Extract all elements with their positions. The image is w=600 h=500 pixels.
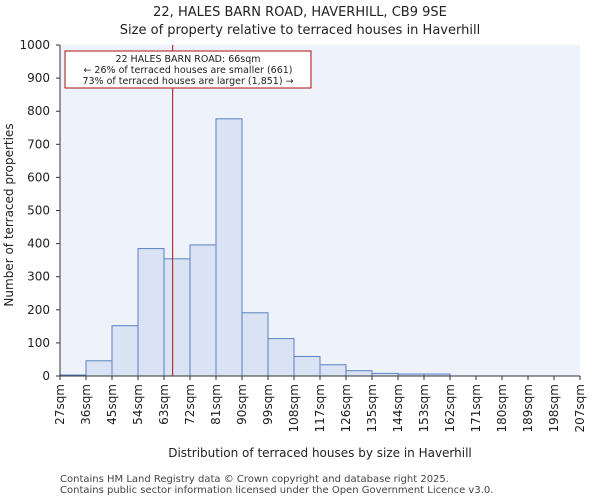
x-tick-label: 126sqm [339,384,353,432]
x-tick-label: 63sqm [157,384,171,425]
y-tick-label: 800 [27,104,50,118]
bar-81sqm [215,118,243,377]
y-tick-label: 400 [27,237,50,251]
y-tick-label: 1000 [19,38,50,52]
annotation-line-2: ← 26% of terraced houses are smaller (66… [83,65,292,76]
x-tick-label: 144sqm [391,384,405,432]
bar-63sqm [163,258,191,377]
bar-45sqm [111,325,139,377]
marker-group: 22 HALES BARN ROAD: 66sqm← 26% of terrac… [64,45,312,376]
bar-126sqm [345,370,373,377]
x-tick-label: 81sqm [209,384,223,425]
ticks-group: 0 100 200 300 400 500 600 700 800 900 1000 27sqm 36s… [19,38,587,432]
x-tick-label: 99sqm [261,384,275,425]
y-tick-label: 0 [42,369,50,383]
x-tick-label: 108sqm [287,384,301,432]
bar-90sqm [241,312,269,377]
y-axis-label: Number of terraced properties [2,123,16,306]
chart-title: 22, HALES BARN ROAD, HAVERHILL, CB9 9SE [153,5,447,20]
y-tick-label: 600 [27,170,50,184]
x-axis-label: Distribution of terraced houses by size … [168,446,472,460]
x-tick-label: 153sqm [417,384,431,432]
annotation-line-1: 22 HALES BARN ROAD: 66sqm [115,54,260,65]
bar-117sqm [319,364,347,377]
y-tick-label: 300 [27,270,50,284]
x-tick-label: 135sqm [365,384,379,432]
x-tick-label: 180sqm [495,384,509,432]
x-tick-label: 171sqm [469,384,483,432]
y-tick-label: 700 [27,137,50,151]
y-tick-label: 500 [27,204,50,218]
footer-licence: Contains public sector information licen… [60,485,494,496]
y-tick-label: 100 [27,336,50,350]
y-tick-label: 200 [27,303,50,317]
bar-36sqm [85,360,113,377]
x-tick-label: 90sqm [235,384,249,425]
x-tick-label: 72sqm [183,384,197,425]
annotation-line-3: 73% of terraced houses are larger (1,851… [82,76,293,87]
x-tick-label: 27sqm [53,384,67,425]
x-tick-label: 45sqm [105,384,119,425]
bars-group [59,118,451,377]
x-tick-label: 207sqm [573,384,587,432]
bar-72sqm [189,244,217,377]
annotation-box [64,50,312,89]
x-tick-label: 54sqm [131,384,145,425]
x-tick-label: 36sqm [79,384,93,425]
x-tick-label: 162sqm [443,384,457,432]
x-tick-label: 198sqm [547,384,561,432]
y-tick-label: 900 [27,71,50,85]
bar-99sqm [267,338,295,377]
bar-54sqm [137,248,165,377]
footer-copyright: Contains HM Land Registry data © Crown c… [60,474,449,485]
x-tick-label: 189sqm [521,384,535,432]
chart-subtitle: Size of property relative to terraced ho… [119,23,481,38]
x-tick-label: 117sqm [313,384,327,432]
bar-108sqm [293,355,321,377]
histogram-chart: 0 100 200 300 400 500 600 700 800 900 1000 27sqm 36s… [2,38,587,460]
